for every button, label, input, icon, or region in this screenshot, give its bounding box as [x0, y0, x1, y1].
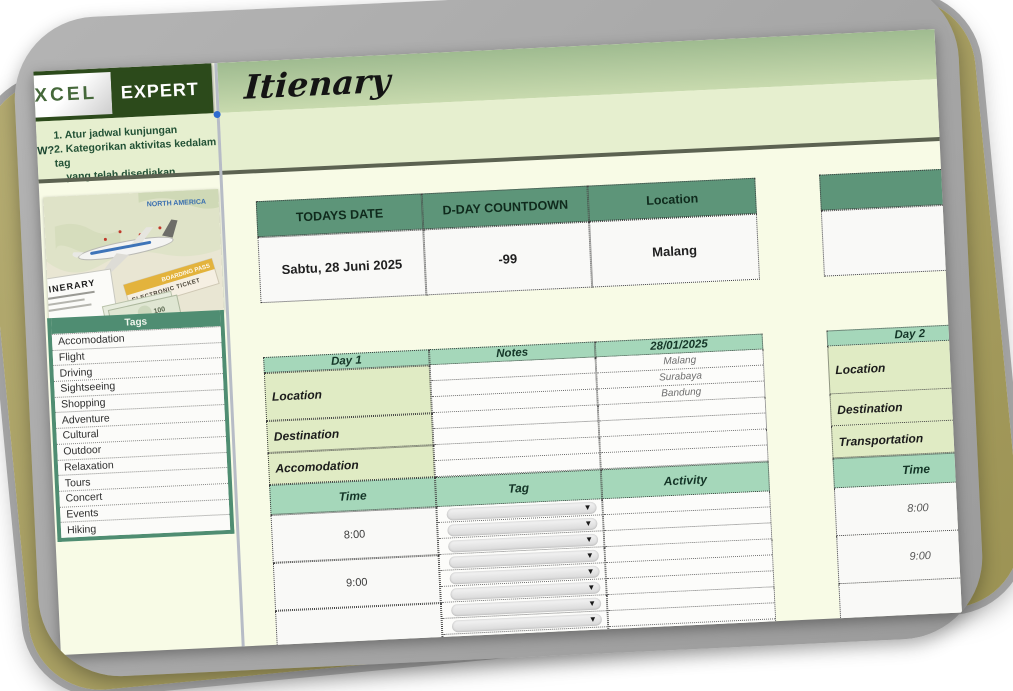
summary-extra-column [819, 166, 962, 277]
summary-table: TODAYS DATE D-DAY COUNTDOWN Location Sab… [255, 177, 761, 304]
dropdown-arrow-icon: ▼ [588, 614, 598, 624]
spreadsheet-page: EXCEL EXPERT Itienary W? 1. Atur jadwal … [33, 29, 962, 655]
dropdown-arrow-icon: ▼ [584, 518, 593, 528]
day2-table: Day 2 Location Destination Transportatio… [826, 322, 962, 633]
logo-expert-text: EXPERT [110, 67, 210, 114]
dropdown-arrow-icon: ▼ [583, 502, 592, 512]
tags-table: Tags Accomodation Flight Driving Sightse… [47, 309, 235, 542]
location-value[interactable]: Malang [589, 213, 761, 288]
airplane-icon [72, 219, 178, 276]
day1-location-label: Location [263, 365, 432, 422]
day2-time-next[interactable] [838, 576, 962, 633]
dropdown-arrow-icon: ▼ [584, 534, 594, 544]
day2-time-9[interactable]: 9:00 [836, 528, 962, 585]
day1-table: Day 1 Notes 28/01/2025 Location Malang S… [263, 333, 777, 655]
day1-time-next[interactable] [275, 603, 444, 655]
day2-location-label: Location [827, 338, 962, 395]
dropdown-arrow-icon: ▼ [587, 598, 597, 608]
dday-countdown-value[interactable]: -99 [423, 221, 593, 296]
dropdown-arrow-icon: ▼ [586, 566, 595, 576]
summary-extra-value[interactable] [820, 202, 962, 277]
day1-time-8[interactable]: 8:00 [270, 507, 439, 563]
todays-date-value[interactable]: Sabtu, 28 Juni 2025 [257, 229, 427, 304]
page-title: Itienary [243, 60, 392, 107]
day1-time-9[interactable]: 9:00 [272, 555, 441, 611]
how-label-cut: W? [36, 144, 55, 158]
svg-text:100: 100 [153, 306, 166, 315]
dropdown-arrow-icon: ▼ [585, 550, 594, 560]
day2-time-8[interactable]: 8:00 [833, 480, 962, 537]
instructions-cell: W? 1. Atur jadwal kunjungan 2. Kategorik… [35, 112, 221, 183]
dropdown-arrow-icon: ▼ [587, 582, 596, 592]
map-label: NORTH AMERICA [147, 199, 207, 209]
gray-clipboard-card: EXCEL EXPERT Itienary W? 1. Atur jadwal … [10, 0, 987, 680]
logo-excel-text: EXCEL [33, 71, 113, 119]
travel-photo: NORTH AMERICA ITINERARY [43, 189, 224, 321]
